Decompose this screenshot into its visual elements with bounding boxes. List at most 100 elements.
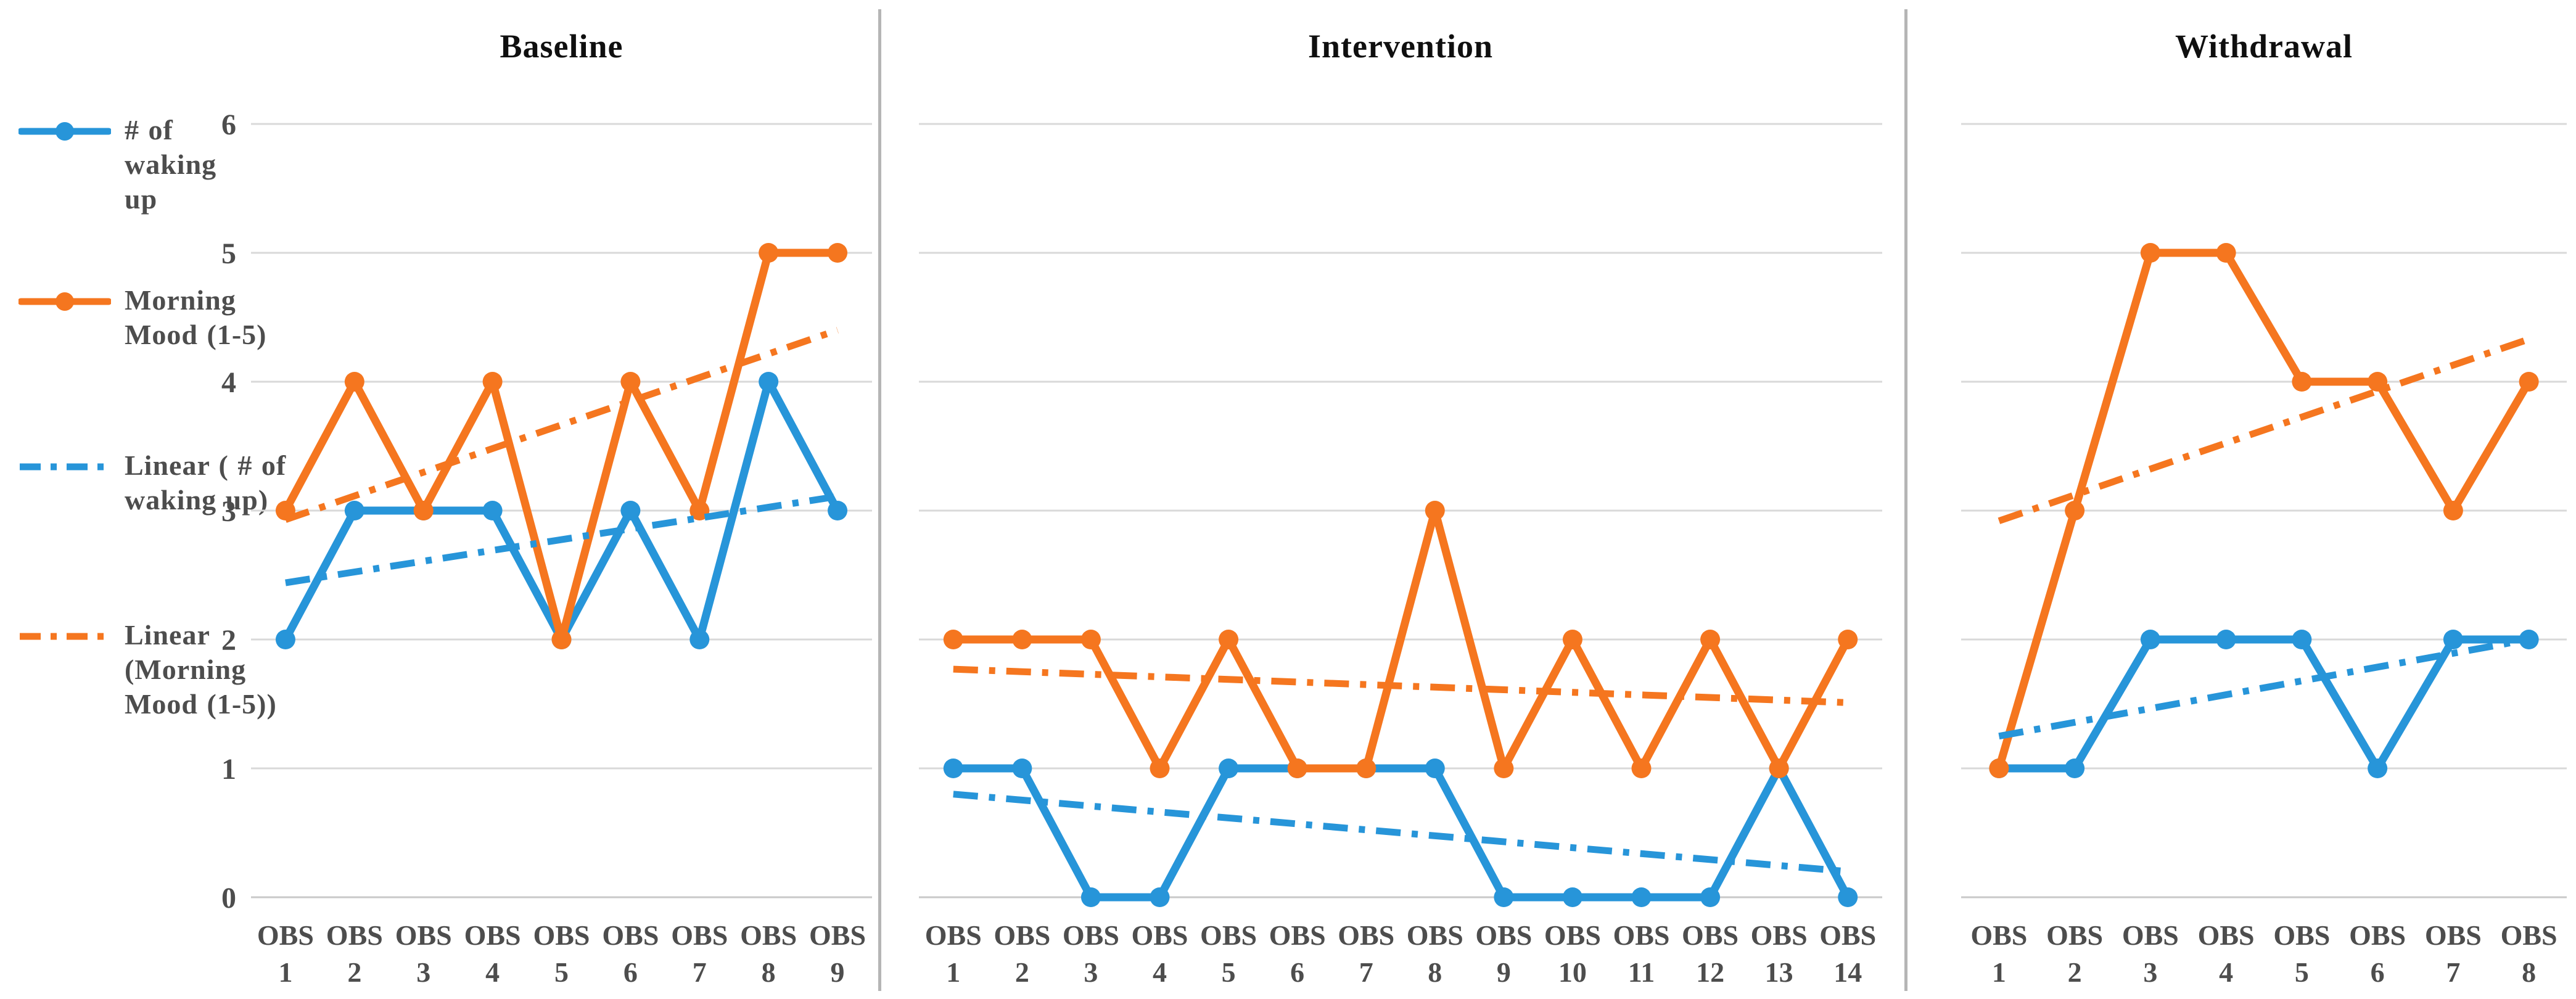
- x-tick-label-number: 2: [2068, 956, 2082, 988]
- series-marker-mood_orange: [2443, 501, 2463, 520]
- series-marker-waking_blue: [2216, 630, 2236, 649]
- series-marker-mood_orange: [2292, 372, 2312, 392]
- series-marker-waking_blue: [2292, 630, 2312, 649]
- withdrawal-plot-area: OBS 1 OBS 2 OBS 3 OBS 4 OBS 5 OBS 6 OBS 7 OBS 8: [1961, 123, 2567, 988]
- waking-series-swatch-icon: [19, 122, 111, 141]
- x-tick-label-number: 3: [2143, 956, 2157, 988]
- mood-legend-marker: [56, 292, 74, 311]
- x-tick-label-prefix: OBS: [1475, 919, 1532, 951]
- series-marker-waking_blue: [2065, 758, 2085, 778]
- x-tick-label-prefix: OBS: [2501, 919, 2557, 951]
- waking-legend-marker: [56, 122, 74, 141]
- legend-item-mood: Morning Mood (1-5): [19, 283, 270, 352]
- y-tick-label-5: 5: [221, 237, 236, 270]
- x-tick-label-number: 2: [347, 956, 361, 988]
- y-tick-label-1: 1: [221, 753, 236, 786]
- series-marker-mood_orange: [413, 501, 434, 520]
- x-tick-label-prefix: OBS: [1269, 919, 1326, 951]
- x-tick-label-number: 8: [2522, 956, 2536, 988]
- panel-divider-baseline-intervention: [878, 9, 881, 991]
- series-marker-waking_blue: [943, 758, 963, 778]
- mood-series-swatch-icon: [19, 292, 111, 311]
- series-marker-mood_orange: [1631, 758, 1652, 778]
- series-marker-mood_orange: [1150, 758, 1170, 778]
- chart-title-withdrawal: Withdrawal: [2175, 28, 2353, 65]
- x-tick-label-prefix: OBS: [1613, 919, 1669, 951]
- legend-label-mood: Morning Mood (1-5): [125, 284, 267, 350]
- x-tick-label-number: 8: [1428, 956, 1442, 988]
- x-tick-label-prefix: OBS: [326, 919, 383, 951]
- trendline-waking_blue: [1998, 636, 2530, 740]
- x-tick-label-prefix: OBS: [257, 919, 314, 951]
- legend-label-waking: # of waking up: [125, 114, 217, 215]
- series-marker-waking_blue: [1700, 887, 1721, 907]
- series-marker-waking_blue: [1425, 758, 1445, 778]
- series-marker-mood_orange: [1080, 630, 1101, 649]
- series-marker-waking_blue: [1562, 887, 1582, 907]
- series-marker-mood_orange: [1989, 758, 2009, 778]
- x-tick-label-number: 2: [1015, 956, 1029, 988]
- series-line-mood_orange: [1994, 249, 2533, 773]
- series-marker-mood_orange: [2065, 501, 2085, 520]
- mood-trendline-swatch-icon: [20, 633, 110, 640]
- series-marker-mood_orange: [1562, 630, 1582, 649]
- series-marker-waking_blue: [1219, 758, 1239, 778]
- series-marker-mood_orange: [344, 372, 364, 392]
- x-tick-label-prefix: OBS: [2425, 919, 2482, 951]
- x-tick-label-number: 4: [2219, 956, 2233, 988]
- x-tick-label-prefix: OBS: [925, 919, 982, 951]
- series-marker-mood_orange: [1012, 630, 1032, 649]
- legend-item-waking: # of waking up: [19, 113, 232, 216]
- series-marker-waking_blue: [1494, 887, 1514, 907]
- x-tick-label-prefix: OBS: [740, 919, 797, 951]
- x-tick-label-prefix: OBS: [464, 919, 521, 951]
- waking-trendline-swatch-icon: [20, 463, 110, 471]
- x-tick-label-prefix: OBS: [1338, 919, 1394, 951]
- chart-title-intervention: Intervention: [1308, 28, 1493, 65]
- series-marker-waking_blue: [1150, 887, 1170, 907]
- trendline-mood_orange: [953, 665, 1848, 706]
- x-tick-label-prefix: OBS: [1200, 919, 1257, 951]
- x-tick-label-number: 4: [485, 956, 500, 988]
- series-marker-mood_orange: [1769, 758, 1789, 778]
- legend: # of waking up Morning Mood (1-5) Linear…: [0, 0, 286, 999]
- trendline-mood_orange: [1998, 335, 2530, 524]
- series-line-waking_blue: [949, 764, 1852, 902]
- series-marker-waking_blue: [1080, 887, 1101, 907]
- legend-item-mood-trend: Linear (Morning Mood (1-5)): [19, 618, 290, 722]
- x-tick-label-number: 7: [693, 956, 707, 988]
- series-marker-mood_orange: [828, 243, 848, 263]
- chart-panel-baseline: Baseline 6 5 4 3 2 1 0 OBS 1 OBS 2 OBS 3 OBS 4 OBS 5 OBS 6…: [204, 0, 873, 999]
- x-tick-label-prefix: OBS: [533, 919, 590, 951]
- series-marker-waking_blue: [2140, 630, 2160, 649]
- x-tick-label-prefix: OBS: [809, 919, 866, 951]
- series-marker-mood_orange: [482, 372, 503, 392]
- series-marker-waking_blue: [620, 501, 641, 520]
- x-tick-label-number: 3: [1084, 956, 1098, 988]
- trendline-mood_orange: [284, 327, 839, 523]
- x-tick-label-prefix: OBS: [2198, 919, 2255, 951]
- x-tick-label-number: 7: [1359, 956, 1373, 988]
- x-tick-label-number: 1: [278, 956, 292, 988]
- y-tick-label-0: 0: [221, 882, 236, 915]
- x-tick-label-prefix: OBS: [2273, 919, 2330, 951]
- x-tick-label-prefix: OBS: [994, 919, 1050, 951]
- series-marker-mood_orange: [2519, 372, 2539, 392]
- x-tick-label-number: 14: [1833, 956, 1862, 988]
- x-tick-label-number: 1: [946, 956, 960, 988]
- series-marker-mood_orange: [1425, 501, 1445, 520]
- x-tick-label-number: 6: [2371, 956, 2385, 988]
- series-marker-mood_orange: [1494, 758, 1514, 778]
- x-tick-label-number: 9: [1497, 956, 1511, 988]
- series-marker-waking_blue: [1631, 887, 1652, 907]
- x-tick-label-prefix: OBS: [1544, 919, 1601, 951]
- chart-panel-withdrawal: Withdrawal OBS 1 OBS 2 OBS 3 OBS 4 OBS 5 OBS 6 OBS 7 O…: [1936, 0, 2572, 999]
- series-marker-waking_blue: [344, 501, 364, 520]
- x-tick-label-number: 6: [623, 956, 638, 988]
- series-marker-waking_blue: [482, 501, 503, 520]
- legend-item-waking-trend: Linear ( # of waking up): [19, 448, 290, 517]
- x-tick-label-prefix: OBS: [602, 919, 659, 951]
- trendline-waking_blue: [285, 493, 838, 586]
- x-tick-label-prefix: OBS: [2046, 919, 2103, 951]
